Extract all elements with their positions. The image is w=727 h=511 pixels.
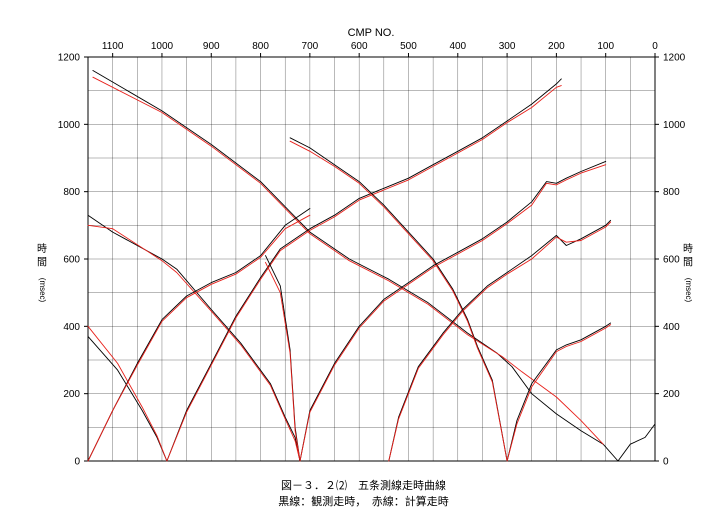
calculated-curve-7 <box>87 214 311 462</box>
y-tick-label-left: 800 <box>63 187 80 198</box>
y-tick-label-right: 1000 <box>663 120 686 131</box>
y-axis-unit-right: (msec) <box>684 278 693 303</box>
x-tick-label: 500 <box>400 41 417 52</box>
x-axis: 1100 1000 900 800 700 600 500 400 300 200 100 0 <box>102 41 658 57</box>
chart-grid <box>87 56 656 462</box>
y-axis-title-right: 時 間 <box>681 243 693 267</box>
x-tick-label: 300 <box>499 41 516 52</box>
series-group <box>87 70 656 462</box>
x-tick-label: 900 <box>203 41 220 52</box>
y-tick-label-right: 800 <box>663 187 680 198</box>
y-axis-title-left: 時 間 <box>35 243 47 267</box>
calculated-curve-19 <box>506 324 612 462</box>
figure-legend-note: 黒線：観測走時， 赤線：計算走時 <box>278 495 449 508</box>
y-tick-label-right: 1200 <box>663 53 686 64</box>
x-tick-label: 1000 <box>151 41 174 52</box>
calculated-curve-1 <box>92 76 604 445</box>
x-tick-label: 600 <box>351 41 368 52</box>
x-tick-label: 800 <box>252 41 269 52</box>
y-tick-label-right: 600 <box>663 255 680 266</box>
x-tick-label: 700 <box>302 41 319 52</box>
observed-curve-10 <box>289 137 508 462</box>
calculated-curve-15 <box>299 164 607 462</box>
y-tick-label-left: 1000 <box>58 120 81 131</box>
y-tick-label-right: 0 <box>663 457 669 468</box>
observed-curve-14 <box>299 160 607 462</box>
y-tick-label-left: 1200 <box>58 53 81 64</box>
y-tick-label-left: 400 <box>63 322 80 333</box>
x-tick-label: 0 <box>652 41 658 52</box>
observed-curve-8 <box>166 78 562 462</box>
y-tick-label-right: 400 <box>663 322 680 333</box>
observed-curve-6 <box>87 208 311 462</box>
x-tick-label: 1100 <box>102 41 124 52</box>
y-axis-left: 0 200 400 600 800 1000 1200 <box>58 53 88 468</box>
y-tick-label-right: 200 <box>663 389 680 400</box>
calculated-curve-13 <box>265 261 301 462</box>
observed-curve-16 <box>388 219 612 462</box>
observed-curve-18 <box>506 322 612 462</box>
y-axis-right: 0 200 400 600 800 1000 1200 <box>655 53 686 468</box>
calculated-curve-17 <box>388 221 612 462</box>
x-axis-title: CMP NO. <box>348 27 395 39</box>
x-tick-label: 200 <box>548 41 565 52</box>
observed-curve-4 <box>87 335 168 462</box>
calculated-curve-11 <box>289 140 508 462</box>
y-axis-unit-left: (msec) <box>38 278 47 303</box>
x-tick-label: 100 <box>597 41 614 52</box>
y-tick-label-left: 600 <box>63 255 80 266</box>
calculated-curve-5 <box>87 325 168 462</box>
calculated-curve-3 <box>87 224 301 462</box>
figure-caption: 図－３．２⑵ 五条測線走時曲線 <box>281 479 446 492</box>
observed-curve-2 <box>87 214 301 462</box>
calculated-curve-9 <box>166 85 562 462</box>
y-tick-label-left: 0 <box>74 457 80 468</box>
y-tick-label-left: 200 <box>63 389 80 400</box>
x-tick-label: 400 <box>449 41 466 52</box>
observed-curve-0 <box>92 70 656 462</box>
